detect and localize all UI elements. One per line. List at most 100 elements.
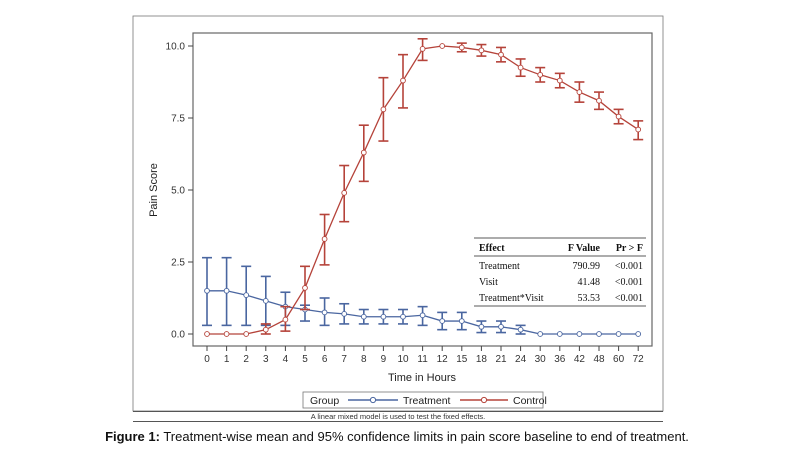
data-point-treatment xyxy=(517,326,524,333)
stats-header-p: Pr > F xyxy=(616,243,643,254)
data-point-control xyxy=(576,89,583,95)
series-treatment xyxy=(202,256,642,337)
x-tick-label: 24 xyxy=(515,354,527,365)
stats-row-fvalue: 41.48 xyxy=(578,277,601,288)
caption-text: Treatment-wise mean and 95% confidence l… xyxy=(159,429,689,444)
y-tick-label: 2.5 xyxy=(171,258,185,269)
stats-row-effect: Treatment xyxy=(479,261,520,272)
data-point-control xyxy=(556,77,563,84)
x-tick-label: 10 xyxy=(397,354,409,365)
x-tick-label: 30 xyxy=(535,354,547,365)
x-tick-label: 48 xyxy=(593,354,605,365)
data-point-control xyxy=(458,44,465,51)
data-point-treatment xyxy=(635,331,642,337)
data-point-treatment xyxy=(439,318,446,324)
data-point-control xyxy=(282,316,289,323)
stats-row-effect: Visit xyxy=(479,277,498,288)
stats-header-fvalue: F Value xyxy=(568,243,601,254)
data-point-control xyxy=(302,285,308,291)
data-point-control xyxy=(243,331,250,337)
data-point-treatment xyxy=(204,287,210,294)
x-tick-label: 12 xyxy=(437,354,449,365)
data-point-control xyxy=(360,149,367,156)
x-tick-label: 3 xyxy=(263,354,269,365)
x-axis: 0 1 2 3 4 5 6 7 8 9 10 11 12 15 18 21 24 30 36 42 48 60 72 xyxy=(204,346,644,365)
footnote: A linear mixed model is used to test the… xyxy=(133,411,663,422)
data-point-treatment xyxy=(537,331,544,337)
x-tick-label: 9 xyxy=(381,354,387,365)
x-tick-label: 1 xyxy=(224,354,230,365)
x-tick-label: 5 xyxy=(302,354,308,365)
data-point-control xyxy=(419,46,426,52)
data-point-control xyxy=(380,106,387,113)
stats-row-p: <0.001 xyxy=(615,277,643,288)
data-point-treatment xyxy=(458,318,465,324)
stats-table: Effect F Value Pr > F Treatment 790.99 <… xyxy=(474,237,646,307)
data-point-control xyxy=(262,326,269,333)
data-point-treatment xyxy=(419,312,426,319)
legend: Group Treatment Control xyxy=(302,391,547,409)
data-point-treatment xyxy=(223,287,230,294)
x-tick-label: 2 xyxy=(243,354,249,365)
y-tick-label: 5.0 xyxy=(171,186,185,197)
series-control xyxy=(204,37,644,337)
y-axis: 0.0 2.5 5.0 7.5 10.0 xyxy=(166,42,193,341)
x-tick-label: 6 xyxy=(322,354,328,365)
legend-marker-treatment xyxy=(369,396,377,404)
y-tick-label: 7.5 xyxy=(171,114,185,125)
legend-title: Group xyxy=(310,395,339,407)
y-tick-label: 10.0 xyxy=(166,42,186,53)
x-tick-label: 8 xyxy=(361,354,367,365)
legend-label-treatment: Treatment xyxy=(403,395,451,407)
x-tick-label: 72 xyxy=(633,354,645,365)
x-tick-label: 0 xyxy=(204,354,210,365)
data-point-control xyxy=(478,47,485,54)
data-point-control xyxy=(321,236,328,242)
data-point-control xyxy=(498,51,504,58)
legend-label-control: Control xyxy=(513,395,547,407)
data-point-control xyxy=(223,331,230,337)
data-point-treatment xyxy=(556,331,563,337)
legend-marker-control xyxy=(480,396,488,404)
data-point-control xyxy=(400,77,406,84)
data-point-treatment xyxy=(243,292,250,298)
stats-row-effect: Treatment*Visit xyxy=(479,293,544,304)
plot-area xyxy=(192,32,653,347)
x-tick-label: 42 xyxy=(574,354,586,365)
data-point-control xyxy=(439,43,446,49)
caption-label: Figure 1: xyxy=(105,429,160,444)
figure-caption: Figure 1: Treatment-wise mean and 95% co… xyxy=(0,429,794,444)
data-point-treatment xyxy=(498,323,504,330)
data-point-control xyxy=(341,190,348,196)
stats-row-p: <0.001 xyxy=(615,261,643,272)
data-point-treatment xyxy=(596,331,602,337)
data-point-treatment xyxy=(321,309,328,316)
data-point-treatment xyxy=(576,331,583,337)
stats-header-effect: Effect xyxy=(479,243,505,254)
x-tick-label: 11 xyxy=(417,354,428,365)
data-point-treatment xyxy=(478,323,485,330)
x-tick-label: 60 xyxy=(613,354,625,365)
data-point-treatment xyxy=(262,298,269,304)
y-tick-label: 0.0 xyxy=(171,330,185,341)
x-tick-label: 36 xyxy=(554,354,566,365)
data-point-control xyxy=(596,97,602,104)
x-tick-label: 18 xyxy=(476,354,488,365)
data-point-control xyxy=(635,126,642,133)
x-tick-label: 21 xyxy=(495,354,507,365)
series-layer xyxy=(202,37,644,337)
data-point-treatment xyxy=(400,313,406,320)
stats-row-fvalue: 53.53 xyxy=(578,293,601,304)
data-point-treatment xyxy=(360,313,367,320)
x-tick-label: 4 xyxy=(283,354,289,365)
stats-row-p: <0.001 xyxy=(615,293,643,304)
x-tick-label: 15 xyxy=(456,354,468,365)
data-point-treatment xyxy=(615,331,622,337)
stats-row-fvalue: 790.99 xyxy=(573,261,601,272)
y-axis-title: Pain Score xyxy=(148,163,160,217)
x-tick-label: 7 xyxy=(341,354,347,365)
data-point-treatment xyxy=(341,310,348,317)
data-point-treatment xyxy=(380,313,387,320)
legend-frame xyxy=(302,391,544,409)
